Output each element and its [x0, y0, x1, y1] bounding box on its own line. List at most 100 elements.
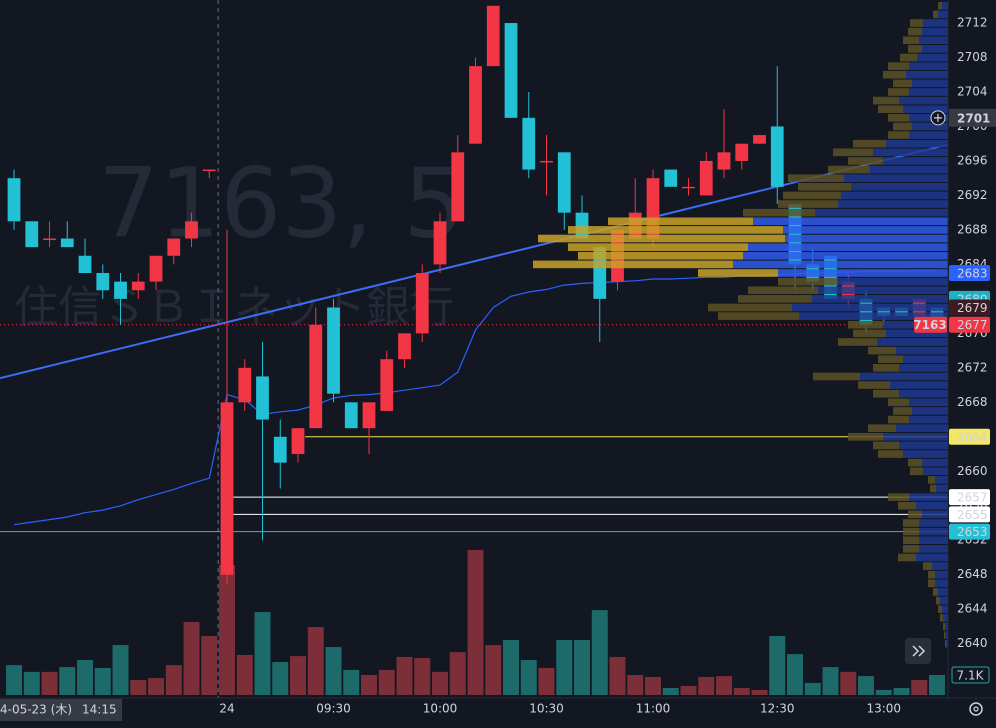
profile-up: [888, 131, 909, 139]
profile-up: [578, 251, 743, 260]
candle-body: [664, 169, 678, 187]
profile-down: [936, 484, 948, 493]
scroll-button[interactable]: [905, 638, 931, 664]
volume-bar: [716, 676, 732, 695]
volume-bar: [201, 636, 218, 695]
profile-down: [909, 88, 948, 96]
volume-bar: [609, 656, 626, 695]
volume-bar: [591, 610, 608, 695]
settings-button[interactable]: [969, 702, 983, 716]
volume-bar: [751, 689, 768, 695]
y-tick-label: 2708: [957, 50, 988, 64]
y-tick-label: 2712: [957, 16, 988, 30]
profile-down: [785, 234, 948, 243]
profile-up: [928, 570, 935, 579]
profile-down: [818, 286, 948, 295]
profile-down: [890, 381, 948, 389]
profile-down: [942, 605, 948, 614]
profile-down: [922, 45, 948, 53]
candle-body: [486, 5, 500, 67]
profile-down: [912, 79, 948, 88]
profile-up: [533, 260, 733, 269]
profile-up: [943, 622, 945, 631]
profile-up: [888, 398, 909, 407]
price-tag: 2683: [957, 267, 988, 281]
profile-up: [708, 303, 792, 312]
candle-body: [149, 255, 163, 282]
candle-body: [735, 143, 749, 161]
profile-up: [933, 588, 938, 596]
candle-body: [309, 324, 323, 429]
candle-body: [717, 152, 731, 170]
volume-bar: [361, 674, 377, 695]
profile-up: [893, 122, 912, 131]
profile-up: [698, 269, 778, 277]
profile-down: [945, 622, 948, 631]
profile-up: [898, 501, 916, 510]
candle-body: [753, 135, 766, 144]
profile-down: [922, 510, 948, 519]
candle-body: [522, 117, 536, 170]
profile-up: [873, 389, 899, 398]
profile-up: [908, 458, 922, 467]
profile-down: [792, 303, 948, 312]
volume-bar: [343, 669, 360, 695]
profile-up: [873, 441, 899, 450]
profile-down: [909, 398, 948, 407]
profile-up: [936, 596, 940, 605]
profile-up: [788, 174, 844, 182]
x-tick-label: 09:30: [316, 702, 351, 716]
price-tag: 2655: [957, 508, 988, 522]
price-tag-box: [949, 299, 990, 316]
profile-up: [873, 364, 899, 372]
profile-down: [919, 527, 948, 536]
volume-bar: [769, 636, 786, 695]
price-tag-box: [949, 506, 990, 523]
candle-body: [114, 281, 127, 299]
volume-bar: [77, 660, 94, 695]
volume-bar: [290, 656, 307, 695]
profile-up: [853, 329, 886, 338]
candle-body: [380, 359, 394, 411]
profile-down: [877, 338, 948, 346]
profile-down: [909, 62, 948, 70]
profile-up: [888, 62, 909, 70]
profile-up: [910, 467, 923, 476]
profile-down: [899, 389, 948, 398]
candle-body: [593, 247, 607, 299]
y-tick-label: 2688: [957, 222, 988, 236]
profile-down: [815, 208, 948, 217]
profile-up: [848, 432, 883, 441]
profile-up: [944, 631, 945, 639]
y-tick-label: 2660: [957, 464, 988, 478]
profile-up: [903, 519, 919, 527]
volume-bar: [680, 685, 697, 695]
price-tag-box: [949, 489, 990, 506]
profile-up: [568, 243, 748, 251]
price-tag: 2653: [957, 525, 988, 539]
volume-bar: [41, 671, 58, 695]
candle-body: [327, 307, 340, 394]
profile-down: [922, 458, 948, 467]
volume-bar: [574, 640, 590, 695]
profile-down: [923, 19, 948, 27]
candle-body: [60, 238, 74, 248]
volume-bar: [432, 671, 448, 695]
profile-down: [903, 105, 948, 114]
profile-down: [899, 441, 948, 450]
profile-down: [909, 415, 948, 424]
profile-down: [912, 122, 948, 131]
candle-body: [540, 160, 553, 163]
volume-bar: [378, 669, 395, 695]
profile-up: [718, 312, 799, 320]
profile-up: [888, 415, 909, 424]
crosshair-time-box: [0, 699, 122, 721]
profile-up: [938, 1, 942, 10]
profile-up: [778, 200, 838, 208]
profile-up: [858, 381, 890, 389]
profile-up: [908, 27, 922, 36]
profile-down: [919, 545, 948, 553]
volume-bar: [59, 667, 76, 695]
profile-up: [878, 105, 903, 114]
